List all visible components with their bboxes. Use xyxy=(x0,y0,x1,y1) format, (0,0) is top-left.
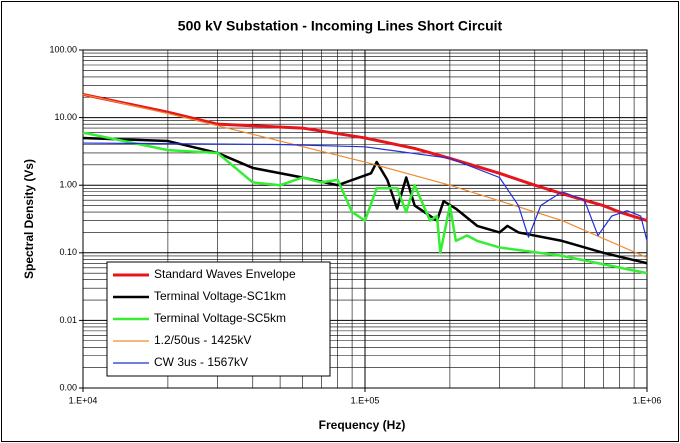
y-tick-label: 1.00 xyxy=(59,180,77,190)
x-tick-label: 1.E+05 xyxy=(351,395,380,405)
y-tick-label: 10.00 xyxy=(54,112,77,122)
y-tick-label: 0.01 xyxy=(59,315,77,325)
y-tick-label: 0.00 xyxy=(59,382,77,392)
legend-label: Terminal Voltage-SC1km xyxy=(154,289,286,303)
x-tick-label: 1.E+06 xyxy=(633,395,662,405)
legend-label: CW 3us - 1567kV xyxy=(154,355,248,369)
legend-label: 1.2/50us - 1425kV xyxy=(154,333,251,347)
data-line xyxy=(82,136,648,265)
y-axis-label: Spectral Density (Vs) xyxy=(22,159,36,279)
data-line xyxy=(82,142,648,242)
data-line xyxy=(82,92,648,222)
data-line xyxy=(82,93,648,259)
y-tick-label: 0.10 xyxy=(59,247,77,257)
chart-title: 500 kV Substation - Incoming Lines Short… xyxy=(178,18,503,34)
data-line xyxy=(82,131,648,275)
legend-label: Standard Waves Envelope xyxy=(154,267,296,281)
x-tick-label: 1.E+04 xyxy=(69,395,98,405)
x-axis-label: Frequency (Hz) xyxy=(319,418,406,432)
y-tick-label: 100.00 xyxy=(49,44,77,54)
legend-label: Terminal Voltage-SC5km xyxy=(154,311,286,325)
